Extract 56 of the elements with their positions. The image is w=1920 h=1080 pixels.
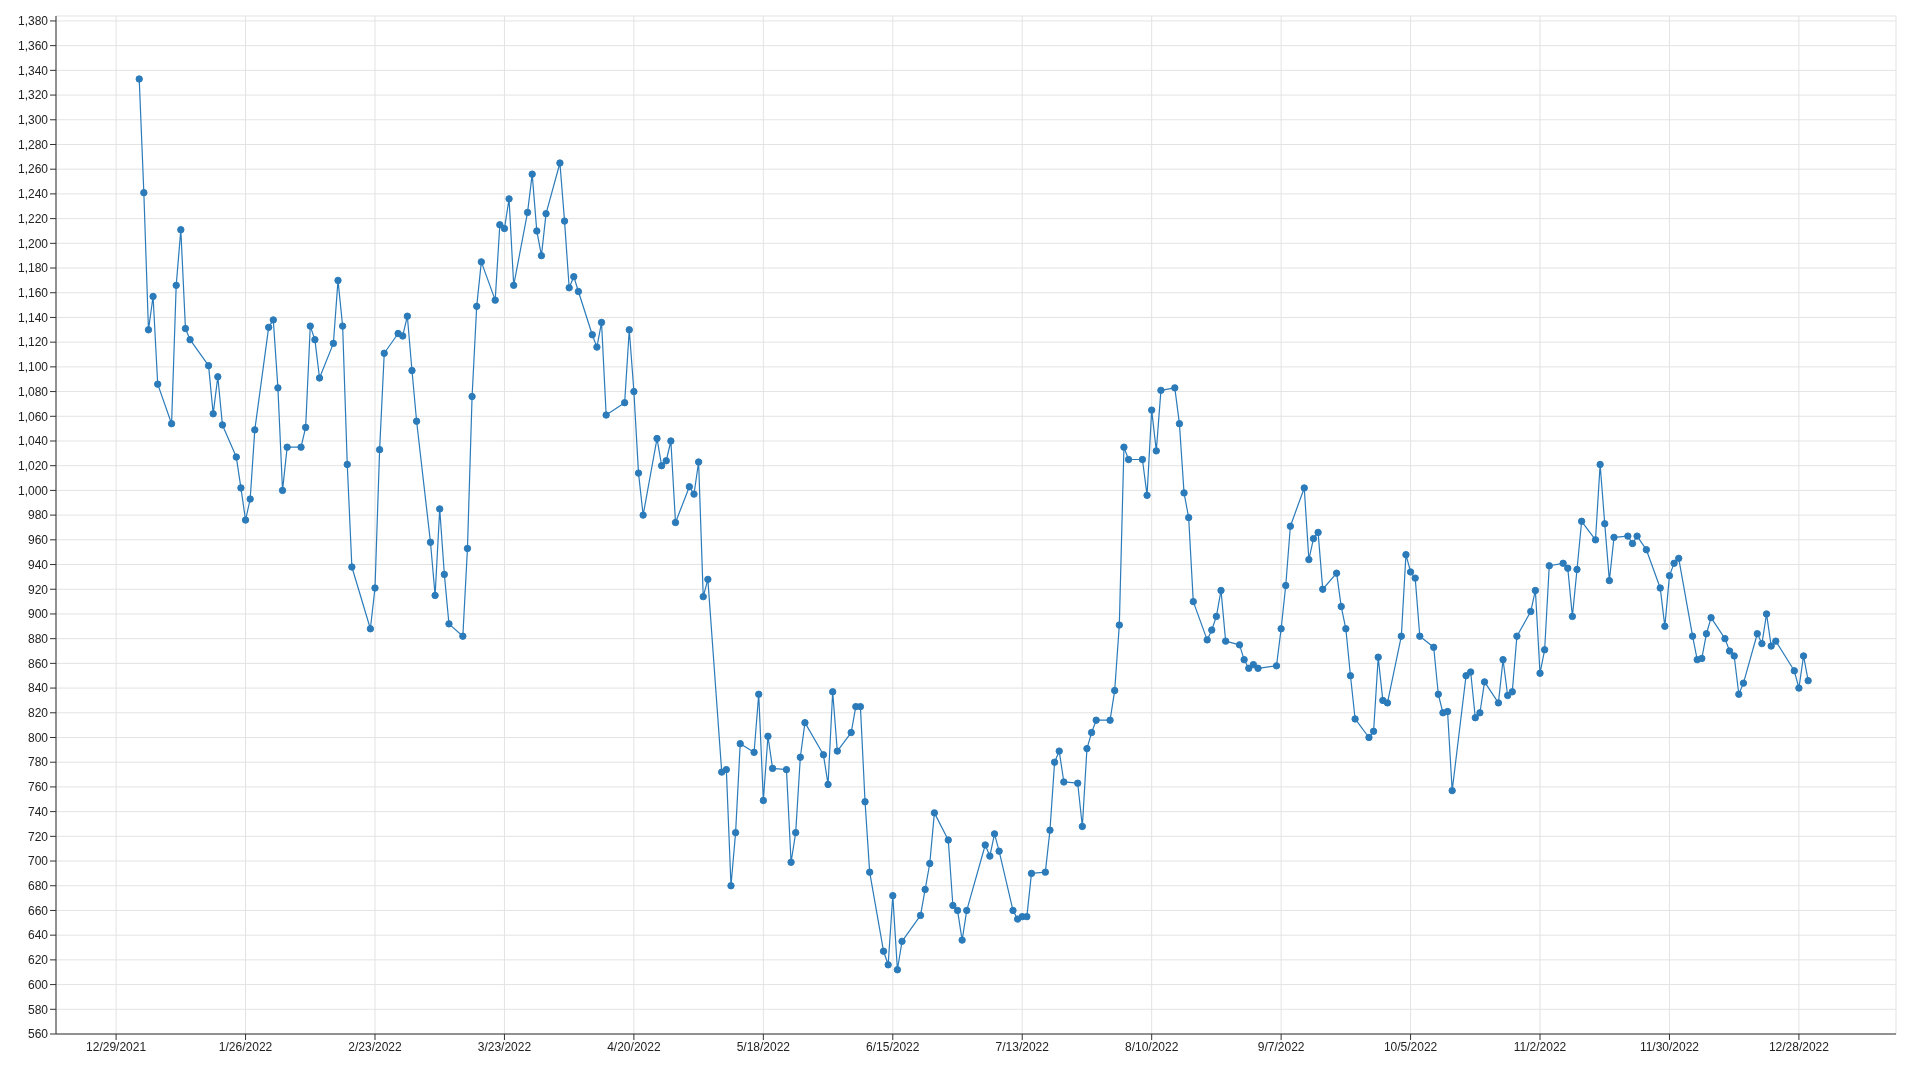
x-tick-label: 11/2/2022: [1513, 1039, 1567, 1054]
y-tick-label: 920: [27, 582, 49, 597]
x-tick-label: 12/29/2021: [86, 1039, 147, 1054]
y-tick-label: 600: [27, 977, 49, 992]
y-tick-label: 780: [27, 755, 49, 770]
y-tick-label: 1,080: [17, 384, 49, 399]
y-tick-label: 620: [27, 953, 49, 968]
y-tick-label: 740: [27, 804, 49, 819]
x-tick-label: 2/23/2022: [348, 1039, 403, 1054]
y-tick-label: 1,160: [17, 286, 49, 300]
x-tick-label: 10/5/2022: [1383, 1039, 1438, 1054]
y-tick-label: 1,060: [17, 409, 49, 424]
y-tick-label: 840: [27, 681, 49, 696]
y-tick-label: 580: [27, 1002, 49, 1017]
x-tick-label: 11/30/2022: [1639, 1039, 1700, 1054]
y-tick-label: 800: [27, 730, 49, 745]
y-tick-label: 980: [27, 508, 49, 523]
x-tick-label: 3/23/2022: [477, 1039, 532, 1054]
y-tick-label: 860: [27, 656, 49, 671]
y-tick-label: 1,100: [17, 360, 49, 375]
y-tick-label: 680: [27, 879, 49, 894]
y-tick-label: 560: [27, 1027, 49, 1042]
y-tick-label: 940: [27, 557, 49, 572]
y-tick-label: 900: [27, 607, 49, 622]
y-tick-label: 640: [27, 928, 49, 943]
y-tick-label: 1,140: [17, 310, 49, 325]
x-tick-label: 7/13/2022: [995, 1039, 1050, 1054]
y-tick-label: 1,220: [17, 211, 49, 226]
y-tick-label: 1,180: [17, 261, 49, 276]
x-tick-label: 5/18/2022: [736, 1039, 791, 1054]
y-tick-label: 880: [27, 631, 49, 646]
y-tick-label: 1,360: [17, 38, 49, 53]
y-tick-label: 1,020: [17, 458, 49, 473]
y-tick-label: 1,340: [17, 63, 49, 78]
y-tick-label: 1,280: [17, 137, 49, 152]
y-tick-label: 660: [27, 903, 49, 918]
y-tick-label: 1,380: [17, 14, 49, 29]
y-tick-label: 820: [27, 706, 49, 721]
y-tick-label: 1,260: [17, 162, 49, 177]
y-tick-label: 700: [27, 854, 49, 869]
x-tick-label: 6/15/2022: [866, 1039, 920, 1054]
x-tick-label: 8/10/2022: [1124, 1039, 1179, 1054]
x-tick-label: 9/7/2022: [1257, 1039, 1305, 1054]
y-tick-label: 1,320: [17, 88, 49, 103]
y-tick-label: 720: [27, 829, 49, 844]
y-tick-label: 760: [27, 780, 49, 795]
x-tick-label: 12/28/2022: [1768, 1039, 1830, 1054]
y-tick-label: 960: [27, 533, 49, 548]
x-tick-label: 1/26/2022: [218, 1039, 273, 1054]
x-tick-label: 4/20/2022: [607, 1039, 661, 1054]
y-tick-label: 1,040: [17, 434, 49, 449]
y-tick-label: 1,120: [17, 335, 49, 350]
y-tick-label: 1,240: [17, 187, 49, 202]
y-tick-label: 1,000: [17, 483, 49, 498]
y-tick-label: 1,200: [17, 236, 49, 251]
y-tick-label: 1,300: [17, 113, 49, 128]
